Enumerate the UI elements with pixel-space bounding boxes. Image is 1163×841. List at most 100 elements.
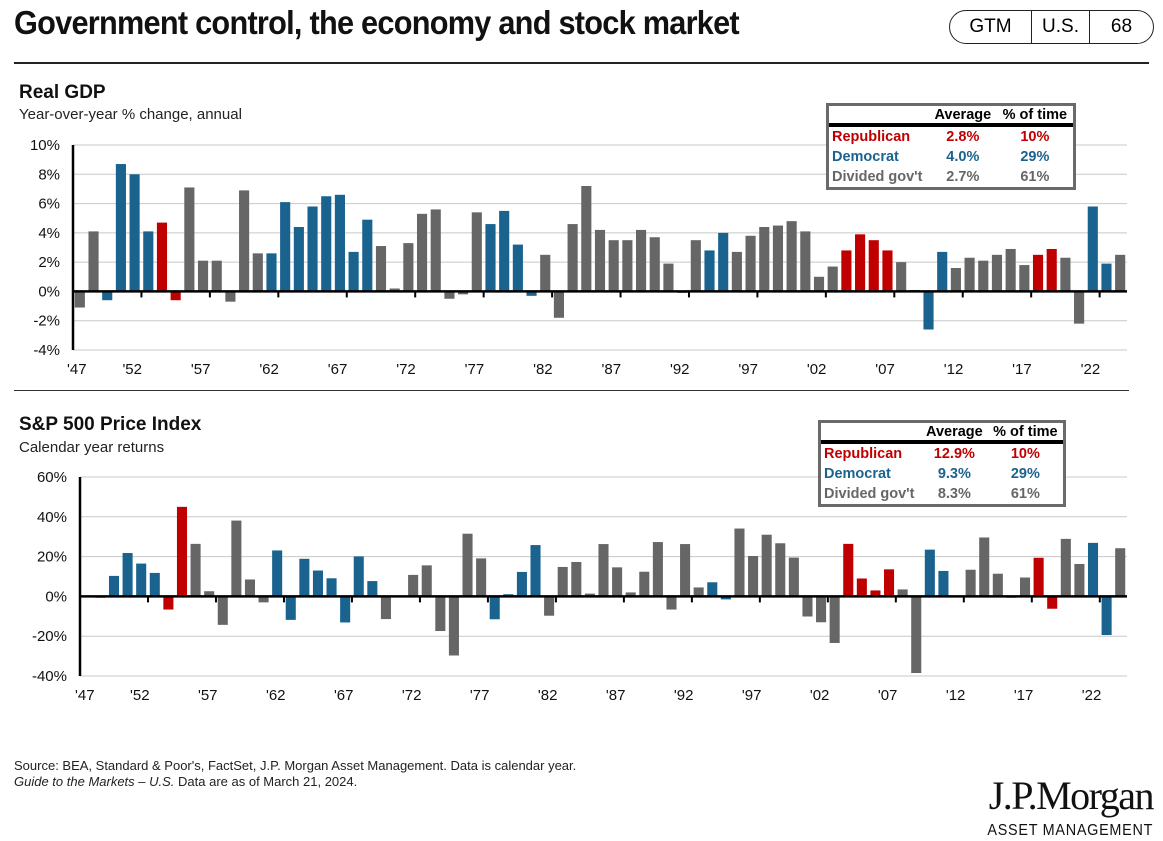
- bar-1963: [299, 558, 310, 597]
- bar-1979: [512, 244, 523, 292]
- bar-1956: [197, 260, 209, 292]
- bar-1974: [444, 291, 455, 299]
- bar-1948: [88, 231, 99, 292]
- bar-2022: [1101, 263, 1112, 292]
- bar-2009: [924, 549, 935, 597]
- y-tick-label: 8%: [38, 166, 60, 183]
- bar-1947: [74, 291, 85, 308]
- bar-1952: [149, 572, 160, 597]
- bar-1979: [516, 571, 527, 597]
- bar-1999: [786, 221, 797, 292]
- bar-1993: [704, 250, 715, 292]
- bar-1985: [594, 229, 606, 292]
- stats-pct-time: 29%: [1020, 149, 1050, 165]
- bar-1950: [115, 164, 126, 292]
- bar-1965: [321, 196, 332, 292]
- bar-1997: [759, 227, 770, 292]
- x-tick-label: '57: [191, 361, 211, 378]
- bar-1965: [326, 578, 337, 597]
- bar-2021: [1087, 206, 1098, 292]
- bar-1970: [389, 288, 400, 292]
- x-tick-label: '02: [810, 687, 830, 704]
- bar-1983: [567, 224, 578, 292]
- x-tick-label: '67: [328, 361, 348, 378]
- x-tick-label: '47: [75, 687, 95, 704]
- bar-1982: [553, 291, 564, 318]
- bar-2007: [896, 262, 907, 292]
- x-tick-label: '52: [130, 687, 150, 704]
- bar-1957: [217, 596, 228, 625]
- bar-2006: [882, 250, 893, 292]
- x-tick-label: '62: [259, 361, 279, 378]
- x-tick-label: '77: [465, 361, 485, 378]
- y-tick-label: 6%: [38, 196, 60, 213]
- x-tick-label: '07: [878, 687, 898, 704]
- stats-label: Republican: [824, 446, 903, 462]
- stats-header-pct-time: % of time: [1002, 107, 1068, 123]
- stats-header-average: Average: [934, 107, 992, 123]
- y-tick-label: 4%: [38, 225, 60, 242]
- stats-row-divided: Divided gov't 8.3% 61%: [821, 484, 1063, 504]
- bar-1987: [622, 240, 633, 292]
- stats-label: Divided gov't: [832, 169, 923, 185]
- x-tick-label: '72: [396, 361, 416, 378]
- bar-1986: [612, 567, 623, 597]
- bar-1982: [557, 566, 568, 597]
- sp-chart-title: S&P 500 Price Index: [19, 414, 202, 435]
- y-tick-label: 0%: [38, 283, 60, 300]
- bar-1964: [307, 206, 318, 292]
- bar-1949: [102, 291, 113, 301]
- bar-2019: [1060, 257, 1071, 292]
- bar-1980: [530, 545, 541, 597]
- stats-pct-time: 10%: [1010, 446, 1040, 462]
- bar-1972: [421, 565, 432, 597]
- bar-2009: [923, 291, 934, 330]
- logo-subtitle: ASSET MANAGEMENT: [987, 822, 1153, 839]
- bar-2023: [1115, 548, 1126, 597]
- y-tick-label: -40%: [32, 668, 67, 685]
- bar-2020: [1074, 291, 1085, 324]
- bar-2019: [1060, 538, 1071, 597]
- bar-2004: [855, 234, 866, 292]
- bar-1958: [225, 291, 236, 302]
- stats-header-pct-time: % of time: [993, 424, 1058, 440]
- bar-2017: [1033, 557, 1044, 597]
- bar-1967: [353, 556, 364, 597]
- bar-1985: [598, 544, 609, 597]
- bar-1977: [489, 596, 500, 620]
- bar-1989: [649, 237, 660, 292]
- stats-row-democrat: Democrat 9.3% 29%: [821, 464, 1063, 484]
- bar-1990: [663, 263, 674, 292]
- bar-2003: [841, 250, 852, 292]
- bar-1997: [761, 534, 772, 597]
- x-tick-label: '22: [1081, 361, 1101, 378]
- y-tick-label: 2%: [38, 254, 60, 271]
- bar-2023: [1115, 254, 1126, 292]
- y-tick-label: 60%: [37, 469, 67, 486]
- bar-1973: [435, 596, 446, 632]
- stats-row-republican: Republican 12.9% 10%: [821, 442, 1063, 464]
- x-tick-label: '02: [807, 361, 827, 378]
- stats-row-democrat: Democrat 4.0% 29%: [829, 147, 1073, 167]
- page-badge: GTM U.S. 68: [949, 10, 1154, 44]
- y-tick-label: 40%: [37, 509, 67, 526]
- bar-1994: [720, 596, 731, 600]
- bar-2018: [1047, 596, 1058, 609]
- bar-1998: [772, 225, 784, 292]
- bar-1954: [176, 506, 188, 597]
- bar-1988: [636, 229, 647, 292]
- bar-1951: [129, 174, 140, 292]
- bar-2011: [950, 268, 961, 292]
- bar-1959: [239, 190, 250, 292]
- x-tick-label: '67: [334, 687, 354, 704]
- x-tick-label: '17: [1014, 687, 1034, 704]
- x-tick-label: '52: [122, 361, 142, 378]
- bar-2002: [827, 266, 838, 292]
- stats-average: 2.7%: [946, 169, 980, 185]
- bar-1966: [334, 194, 345, 292]
- gdp-stats-table: Average % of time Republican 2.8% 10% De…: [826, 103, 1076, 190]
- bar-1964: [312, 570, 323, 597]
- x-tick-label: '72: [402, 687, 422, 704]
- x-tick-label: '62: [266, 687, 286, 704]
- bar-2016: [1019, 577, 1031, 597]
